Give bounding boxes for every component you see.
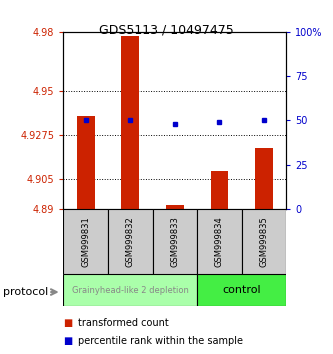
Text: Grainyhead-like 2 depletion: Grainyhead-like 2 depletion	[72, 286, 188, 295]
Bar	[77, 116, 95, 209]
Bar	[63, 209, 108, 274]
Text: control: control	[222, 285, 261, 295]
Text: GSM999835: GSM999835	[259, 216, 269, 267]
Bar	[255, 148, 273, 209]
Text: GSM999834: GSM999834	[215, 216, 224, 267]
Bar	[108, 209, 153, 274]
Text: percentile rank within the sample: percentile rank within the sample	[78, 336, 243, 346]
Text: GSM999831: GSM999831	[81, 216, 90, 267]
Text: GSM999832: GSM999832	[126, 216, 135, 267]
Bar	[121, 36, 139, 209]
Text: ■: ■	[63, 336, 73, 346]
Text: GDS5113 / 10497475: GDS5113 / 10497475	[99, 23, 234, 36]
Text: ■: ■	[63, 318, 73, 328]
Text: GSM999833: GSM999833	[170, 216, 179, 267]
Bar	[242, 209, 286, 274]
Bar	[63, 274, 197, 306]
Text: protocol: protocol	[3, 287, 49, 297]
Text: transformed count: transformed count	[78, 318, 169, 328]
Bar	[210, 171, 228, 209]
Bar	[153, 209, 197, 274]
Bar	[197, 274, 286, 306]
Bar	[166, 205, 184, 209]
Bar	[197, 209, 242, 274]
